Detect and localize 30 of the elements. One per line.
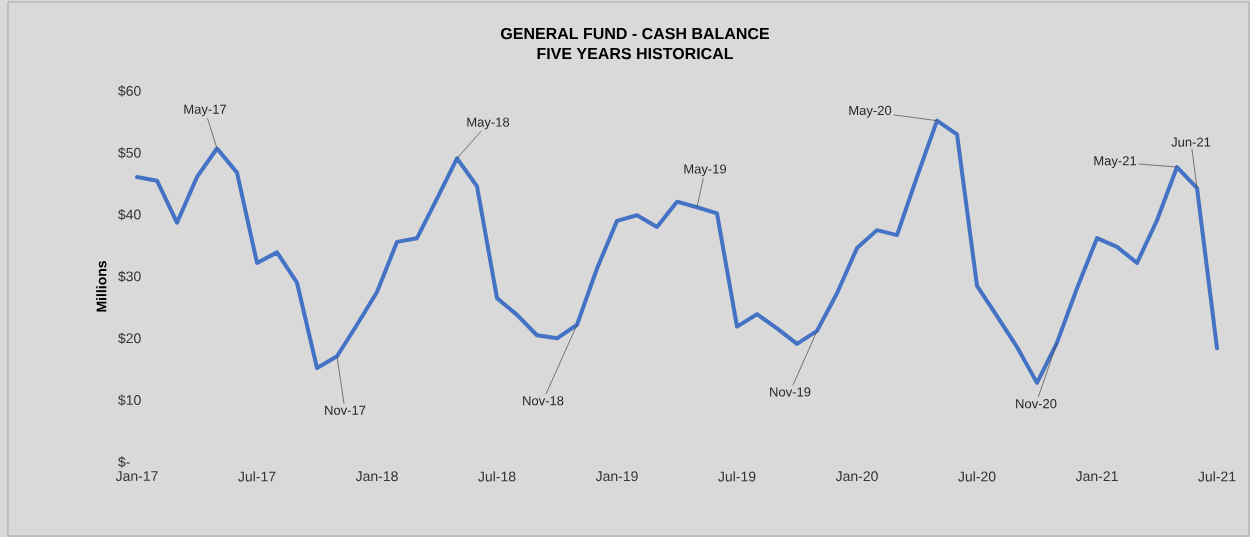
annotation: May-20 xyxy=(849,105,892,118)
y-tick-label: $40 xyxy=(118,208,141,221)
x-tick-label: Jul-17 xyxy=(238,471,276,482)
x-tick-label: Jan-18 xyxy=(355,471,398,482)
chart-title: GENERAL FUND - CASH BALANCE xyxy=(501,27,769,40)
x-tick-label: Jul-21 xyxy=(1198,471,1236,482)
y-tick-label: $60 xyxy=(118,85,141,97)
y-tick-label: $- xyxy=(118,456,130,468)
annotation: May-21 xyxy=(1094,156,1137,168)
x-tick-label: Jan-20 xyxy=(835,471,878,482)
x-tick-label: Jan-19 xyxy=(595,471,638,482)
chart-subtitle: FIVE YEARS HISTORICAL xyxy=(537,47,734,60)
x-tick-label: Jan-17 xyxy=(115,471,158,481)
annotation: Jun-21 xyxy=(1171,137,1211,147)
y-axis-title: Millions xyxy=(96,261,107,312)
annotation: Nov-20 xyxy=(1016,399,1057,409)
annotation: Nov-19 xyxy=(770,387,811,397)
y-tick-label: $30 xyxy=(118,270,141,283)
annotation: Nov-17 xyxy=(325,405,366,415)
y-tick-label: $20 xyxy=(118,332,141,344)
x-tick-label: Jul-19 xyxy=(718,471,756,482)
x-tick-label: Jul-18 xyxy=(478,471,516,482)
annotation: Nov-18 xyxy=(523,396,564,406)
annotation: May-17 xyxy=(184,104,227,117)
y-tick-label: $10 xyxy=(118,394,141,406)
annotation: May-19 xyxy=(684,164,727,177)
annotation: May-18 xyxy=(467,117,510,130)
y-tick-label: $50 xyxy=(118,147,141,159)
x-tick-label: Jan-21 xyxy=(1075,471,1118,482)
x-tick-label: Jul-20 xyxy=(958,471,996,482)
